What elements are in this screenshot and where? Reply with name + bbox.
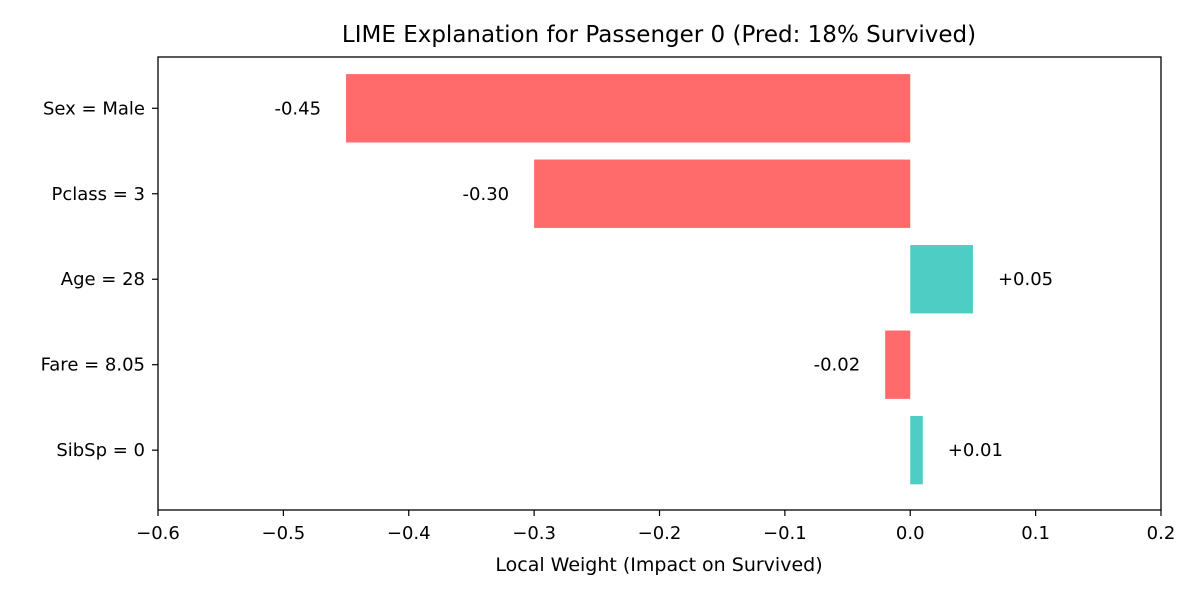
x-tick-label-7: 0.0 — [896, 523, 925, 544]
bar-value-label-5: +0.01 — [948, 440, 1003, 461]
x-tick-label-3: −0.4 — [387, 523, 431, 544]
y-tick-label-2: Pclass = 3 — [51, 184, 145, 205]
y-tick-label-1: Sex = Male — [43, 98, 145, 119]
x-tick-label-5: −0.2 — [638, 523, 682, 544]
x-axis-label: Local Weight (Impact on Survived) — [495, 554, 822, 576]
y-axis: Sex = Male Pclass = 3 Age = 28 Fare = 8.05 S… — [41, 98, 158, 461]
chart-title: LIME Explanation for Passenger 0 (Pred: … — [342, 22, 976, 48]
bars-layer — [346, 74, 973, 485]
y-tick-label-4: Fare = 8.05 — [41, 355, 145, 376]
bar-value-label-4: -0.02 — [814, 355, 861, 376]
value-labels-layer: -0.45 -0.30 +0.05 -0.02 +0.01 — [274, 98, 1053, 461]
x-tick-label-4: −0.3 — [512, 523, 556, 544]
x-tick-label-9: 0.2 — [1147, 523, 1176, 544]
x-axis: −0.6 −0.5 −0.4 −0.3 −0.2 −0.1 0.0 0.1 0.2 — [136, 510, 1175, 544]
bar-1 — [346, 74, 911, 143]
bar-5 — [910, 415, 923, 485]
bar-4 — [885, 330, 911, 399]
x-tick-label-1: −0.6 — [136, 523, 180, 544]
y-tick-label-3: Age = 28 — [61, 269, 145, 290]
x-tick-label-6: −0.1 — [763, 523, 807, 544]
y-tick-label-5: SibSp = 0 — [56, 440, 145, 461]
bar-2 — [534, 159, 911, 228]
x-tick-label-2: −0.5 — [262, 523, 306, 544]
bar-value-label-3: +0.05 — [998, 269, 1053, 290]
bar-value-label-2: -0.30 — [463, 184, 510, 205]
bar-3 — [910, 245, 973, 314]
x-tick-label-8: 0.1 — [1021, 523, 1050, 544]
bar-value-label-1: -0.45 — [274, 98, 321, 119]
